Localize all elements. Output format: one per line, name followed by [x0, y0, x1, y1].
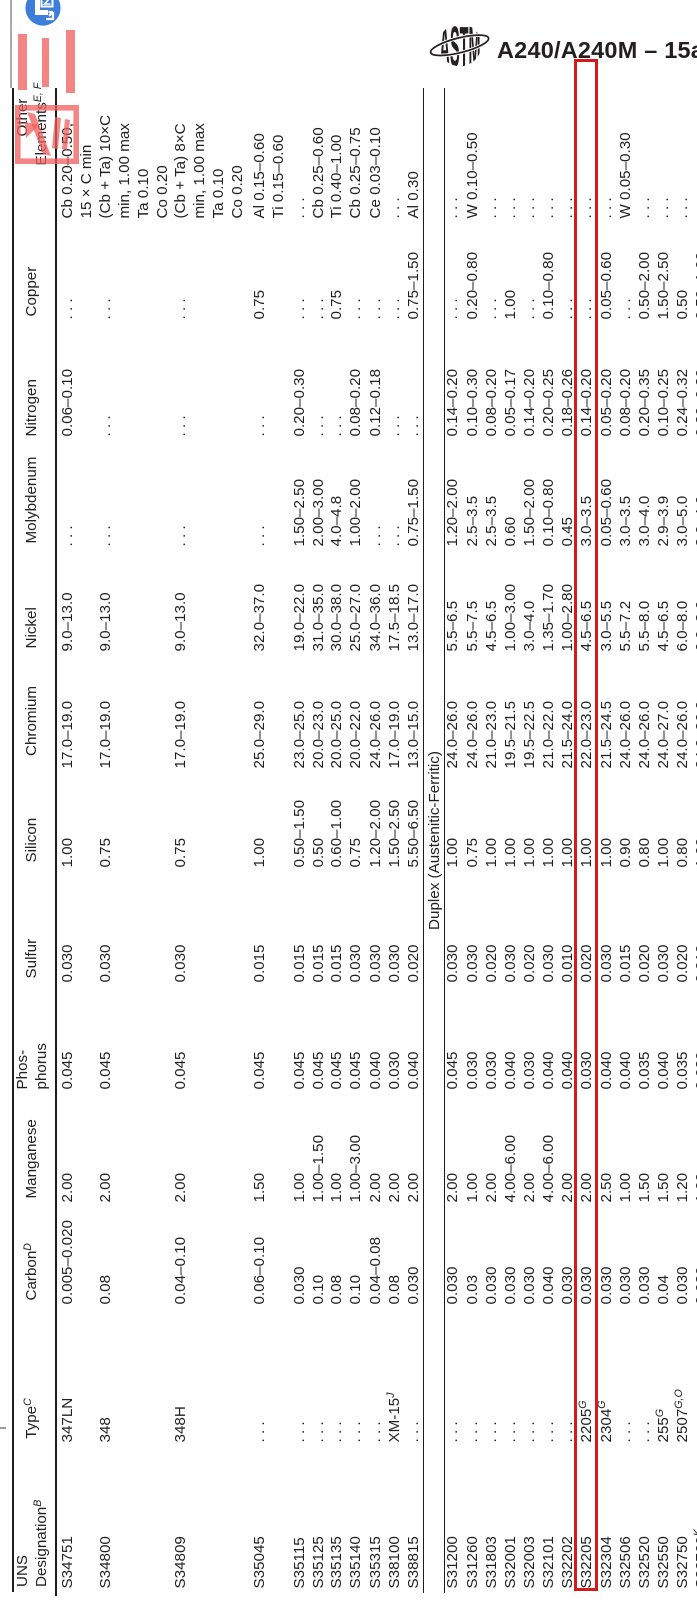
- svg-text:ASTM: ASTM: [440, 17, 481, 73]
